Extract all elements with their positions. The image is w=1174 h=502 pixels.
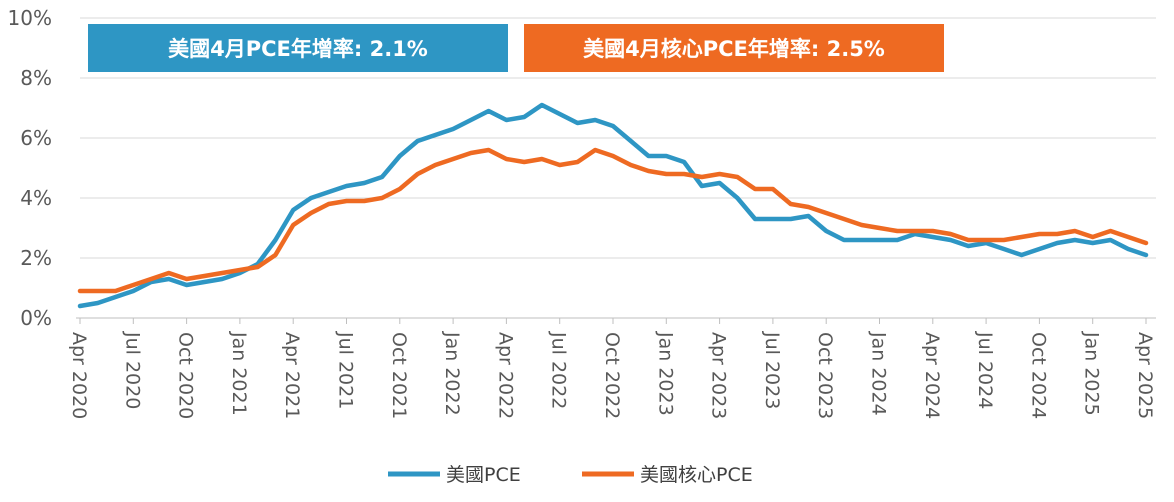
y-tick-label: 10%: [8, 6, 52, 30]
x-tick-label: Apr 2024: [921, 332, 943, 419]
x-tick-label: Jul 2020: [121, 331, 143, 409]
x-tick-label: Oct 2023: [814, 332, 836, 419]
x-tick-label: Jan 2023: [654, 331, 676, 416]
legend-label: 美國PCE: [446, 464, 521, 486]
pce-callout-box: 美國4月PCE年增率: 2.1%: [88, 24, 508, 72]
x-tick-label: Oct 2020: [175, 332, 197, 419]
axes: 0% 2% 4% 6% 8% 10% Apr 2020 Jul 2020 Oct 2020 Jan…: [8, 6, 1156, 419]
x-tick-label: Jul 2022: [548, 331, 570, 409]
x-tick-label: Jan 2024: [868, 331, 890, 416]
x-tick-label: Jul 2024: [974, 331, 996, 409]
x-tick-label: Jul 2023: [761, 331, 783, 409]
x-tick-label: Jan 2021: [228, 331, 250, 416]
gridlines: [80, 17, 1156, 259]
x-tick-label: Apr 2020: [68, 332, 90, 419]
core-pce-callout-box: 美國4月核心PCE年增率: 2.5%: [524, 24, 944, 72]
y-tick-label: 6%: [20, 126, 52, 150]
series-line-pce: [77, 102, 1149, 309]
x-tick-label: Jan 2025: [1081, 331, 1103, 416]
series-line-core-pce: [77, 147, 1149, 294]
x-tick-label: Apr 2023: [708, 332, 730, 419]
legend-label: 美國核心PCE: [640, 464, 753, 486]
x-tick-label: Jul 2021: [335, 331, 357, 409]
x-tick-label: Apr 2025: [1134, 332, 1156, 419]
y-tick-label: 8%: [20, 66, 52, 90]
y-tick-label: 0%: [20, 306, 52, 330]
x-tick-label: Oct 2022: [601, 332, 623, 419]
series-lines: [77, 102, 1149, 309]
core-pce-callout-text: 美國4月核心PCE年增率: 2.5%: [583, 37, 885, 61]
x-tick-label: Oct 2024: [1027, 332, 1049, 419]
y-tick-label: 4%: [20, 186, 52, 210]
pce-callout-text: 美國4月PCE年增率: 2.1%: [168, 37, 428, 61]
x-tick-label: Oct 2021: [388, 332, 410, 419]
x-tick-label: Jan 2022: [441, 331, 463, 416]
y-tick-label: 2%: [20, 246, 52, 270]
x-tick-label: Apr 2021: [281, 332, 303, 419]
legend: 美國PCE 美國核心PCE: [388, 464, 753, 486]
x-tick-label: Apr 2022: [494, 332, 516, 419]
